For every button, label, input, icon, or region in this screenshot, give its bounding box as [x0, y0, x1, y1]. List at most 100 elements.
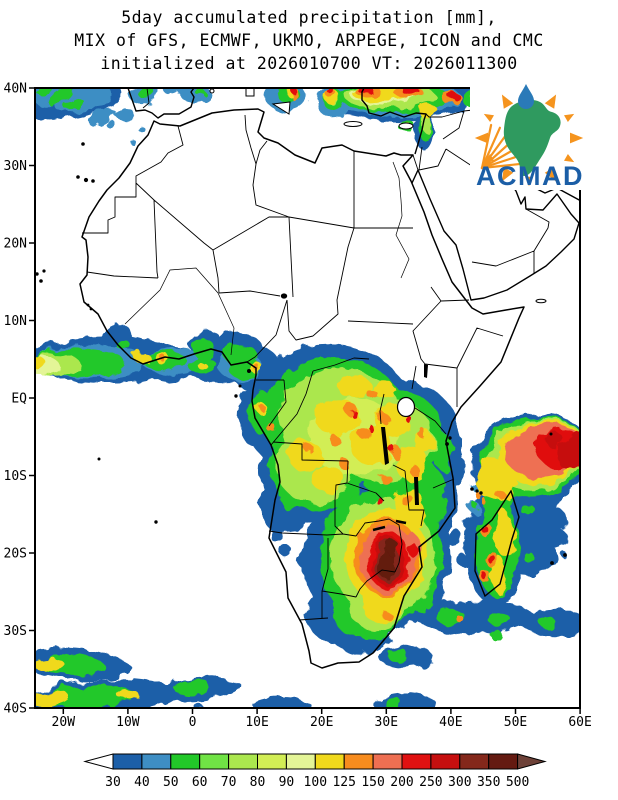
precip-blob [540, 616, 556, 629]
precip-blob [304, 443, 314, 453]
precip-blob [114, 108, 135, 120]
precip-blob [106, 121, 118, 130]
ray-triangle-icon [544, 167, 557, 182]
title-line-1: 5day accumulated precipitation [mm], [121, 8, 497, 27]
title-line-2: MIX of GFS, ECMWF, UKMO, ARPEGE, ICON an… [74, 31, 544, 50]
ray-triangle-icon [564, 154, 575, 163]
precip-blob [569, 432, 580, 450]
africa-coastline [79, 108, 525, 669]
lat-tick-label: EQ [11, 392, 27, 407]
precipitation-colorbar: 30 40 50 60 70 80 90 100 125 150 200 250 300 350 500 [83, 753, 547, 790]
precip-blob [192, 336, 212, 360]
precip-blob [545, 432, 564, 448]
lon-tick-label: 40E [439, 715, 462, 730]
precip-blob [521, 504, 535, 517]
precip-blob [490, 629, 502, 641]
precip-blob [280, 545, 293, 558]
precip-blob [383, 697, 402, 708]
precip-blob [386, 539, 398, 557]
ray-triangle-icon [525, 176, 533, 187]
precip-blob [381, 474, 392, 485]
lakes [280, 293, 428, 532]
colorbar-segment [170, 753, 201, 770]
ray-triangle-icon [564, 113, 575, 122]
colorbar-value-label: 250 [419, 775, 442, 790]
precip-blob [471, 501, 478, 508]
colorbar-value-label: 125 [332, 775, 355, 790]
colorbar-segment [401, 753, 432, 770]
colorbar-value-label: 200 [390, 775, 413, 790]
lon-tick-label: 10W [116, 715, 140, 730]
precip-blob [418, 600, 535, 635]
precip-blob [408, 542, 418, 557]
colorbar-value-label: 60 [192, 775, 208, 790]
precip-blob [377, 412, 389, 423]
lat-tick-label: 30N [4, 159, 27, 174]
title-line-3: initialized at 2026010700 VT: 2026011300 [100, 54, 518, 73]
precip-blob [488, 612, 511, 627]
precip-blob [268, 525, 285, 542]
colorbar-right-arrow [517, 753, 547, 770]
acmad-logo-text: ACMAD [476, 161, 584, 191]
colorbar-segment [112, 753, 143, 770]
precip-blob [361, 588, 401, 623]
precipitation-layer [35, 88, 580, 708]
precip-blob [48, 88, 73, 106]
lat-tick-label: 40S [4, 702, 27, 717]
ray-triangle-icon [483, 154, 494, 163]
colorbar-segment [372, 753, 403, 770]
precip-blob [410, 466, 421, 477]
water-drop-icon [518, 84, 534, 109]
rivers [124, 161, 410, 356]
precip-blob [399, 492, 412, 505]
precip-blob [496, 510, 513, 557]
colorbar-value-label: 500 [506, 775, 529, 790]
colorbar-value-label: 300 [448, 775, 471, 790]
lat-tick-label: 20S [4, 547, 27, 562]
precip-blob [174, 680, 211, 696]
colorbar-segment [141, 753, 172, 770]
colorbar-value-label: 350 [477, 775, 500, 790]
lat-tick-label: 40N [4, 82, 27, 97]
fan-ray [480, 162, 527, 170]
precip-blob [327, 88, 334, 95]
ray-triangle-icon [501, 167, 514, 182]
precip-blob [556, 442, 580, 471]
precip-blob [475, 457, 517, 502]
precip-blob [162, 88, 181, 95]
colorbar-segment [314, 753, 345, 770]
precip-blob [130, 139, 137, 145]
precip-blob [376, 497, 384, 505]
colorbar-segment [257, 753, 287, 770]
precip-blob [381, 610, 391, 620]
precip-blob [138, 88, 154, 100]
lat-tick-label: 20N [4, 237, 27, 252]
precip-blob [35, 655, 64, 671]
precip-blob [481, 498, 488, 505]
precip-blob [138, 126, 146, 133]
colorbar-value-label: 90 [279, 775, 295, 790]
precip-blob [481, 572, 488, 580]
colorbar-segment [459, 753, 490, 770]
precip-blob [178, 88, 210, 102]
precip-blob [402, 88, 420, 96]
lon-tick-label: 50E [504, 715, 527, 730]
colorbar-value-label: 70 [221, 775, 237, 790]
precip-blob [356, 88, 373, 94]
precip-blob [312, 465, 344, 494]
ray-triangle-icon [501, 94, 514, 109]
precip-blob [387, 648, 409, 663]
lat-tick-label: 30S [4, 624, 27, 639]
colorbar-segment [430, 753, 461, 770]
acmad-logo: ACMAD [470, 82, 590, 191]
ray-triangle-icon [544, 94, 557, 109]
precip-blob [198, 362, 208, 371]
precip-blob [357, 426, 370, 440]
chart-title: 5day accumulated precipitation [mm], MIX… [0, 6, 618, 75]
lat-tick-label: 10S [4, 469, 27, 484]
precip-blob [35, 691, 72, 708]
precip-blob [367, 424, 373, 431]
fan-ray [480, 123, 493, 170]
precip-blob [523, 551, 534, 563]
